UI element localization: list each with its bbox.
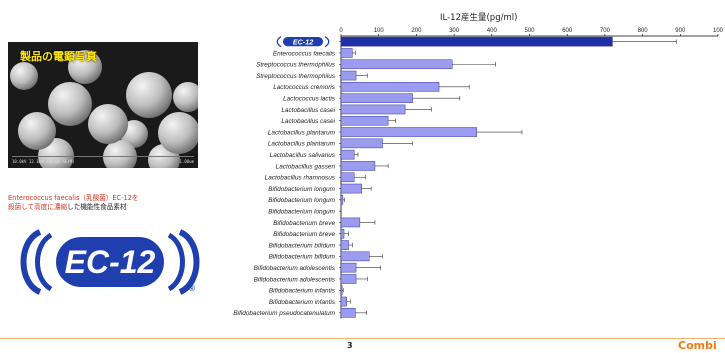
category-label: Bifidobacterium bifidum — [269, 242, 336, 249]
bar — [340, 183, 362, 194]
category-label: Streptococcus thermophilus — [256, 62, 336, 69]
category-label: Bifidobacterium infantis — [269, 288, 336, 295]
bar — [340, 93, 413, 103]
logo-text: EC-12 — [65, 244, 156, 280]
chart-title: IL-12産生量(pg/ml) — [440, 13, 518, 23]
electron-micrograph-photo: 製品の電顕写真 10.0kV 12.1mm x20.0k SE(M) 1.00u… — [8, 42, 198, 168]
x-tick-label: 100 — [713, 28, 724, 34]
x-tick-label: 800 — [638, 28, 649, 34]
x-tick-label: 500 — [524, 28, 535, 34]
page-number: 3 — [347, 341, 353, 350]
bar — [340, 195, 344, 205]
bacteria-sphere — [103, 140, 137, 168]
category-label: Bifidobacterium breve — [273, 231, 335, 238]
bacteria-sphere — [158, 112, 198, 154]
photo-scale-bar: 10.0kV 12.1mm x20.0k SE(M) 1.00um — [12, 156, 194, 165]
product-description: Enterococcus faecalis（乳酸菌）EC-12を 殺菌して高度に… — [8, 194, 208, 212]
bar — [340, 115, 389, 126]
bar — [340, 48, 353, 58]
bacteria-sphere — [126, 72, 172, 118]
category-label: Bifidobacterium pseudocatenulatum — [233, 310, 335, 317]
ec12-logo: EC-12 — [20, 229, 200, 295]
bacteria-sphere — [48, 82, 92, 126]
category-label: Enterococcus faecalis — [273, 50, 336, 57]
x-tick-label: 0 — [339, 28, 343, 34]
bacteria-sphere — [173, 82, 198, 112]
brand-name: Combi — [678, 339, 717, 352]
x-tick-label: 400 — [487, 28, 498, 34]
x-tick-label: 700 — [600, 28, 611, 34]
x-tick-label: 600 — [562, 28, 573, 34]
bar — [340, 104, 406, 115]
bar — [340, 149, 355, 160]
bar — [340, 228, 345, 239]
category-label: Lactococcus cremoris — [273, 84, 336, 91]
category-label: Lactobacillus gasseri — [276, 163, 336, 170]
category-label: Bifidobacterium breve — [273, 220, 335, 227]
description-line-2-red: 殺菌して高度に濃縮 — [8, 203, 68, 211]
bar — [340, 308, 356, 318]
ec12-badge — [283, 37, 323, 47]
category-label: Bifidobacterium infantis — [269, 299, 336, 306]
bar — [340, 262, 357, 273]
bar — [340, 36, 613, 47]
bar — [340, 240, 349, 250]
bacteria-sphere — [18, 112, 56, 150]
bacteria-sphere — [88, 104, 128, 144]
description-line-2-dark: した機能性食品素材 — [67, 203, 127, 211]
bacteria-sphere — [68, 50, 102, 84]
category-label: Bifidobacterium longum — [268, 186, 335, 193]
category-label: Bifidobacterium longum — [268, 208, 335, 215]
category-label: Lactobacillus casei — [281, 107, 335, 114]
category-label: Bifidobacterium adolescentis — [254, 265, 336, 272]
bar — [340, 161, 376, 171]
category-label: Bifidobacterium bifidum — [269, 254, 336, 261]
category-label: Bifidobacterium longum — [268, 197, 335, 204]
category-label: Lactobacillus plantarum — [268, 141, 336, 148]
photo-scale-right: 1.00um — [179, 158, 194, 164]
category-label: Lactobacillus casei — [281, 118, 335, 125]
registered-mark: ® — [188, 284, 196, 293]
bar — [340, 59, 453, 70]
bar — [340, 217, 361, 228]
bar — [340, 274, 357, 284]
photo-label: 製品の電顕写真 — [20, 50, 97, 63]
bar — [340, 285, 343, 296]
x-tick-label: 200 — [411, 28, 422, 34]
category-label: Bifidobacterium adolescentis — [254, 276, 336, 283]
category-label: Lactobacillus plantarum — [268, 129, 336, 136]
bar — [340, 172, 355, 183]
x-tick-label: 900 — [675, 28, 686, 34]
bar — [340, 82, 440, 92]
bar — [340, 251, 370, 262]
x-tick-label: 300 — [449, 28, 460, 34]
bar — [340, 296, 347, 307]
category-label: Lactobacillus rhamnosus — [265, 175, 336, 182]
bar — [340, 127, 477, 137]
description-line-2: 殺菌して高度に濃縮した機能性食品素材 — [8, 203, 208, 212]
category-label: Streptococcus thermophilus — [256, 73, 336, 80]
description-line-1: Enterococcus faecalis（乳酸菌）EC-12を — [8, 194, 139, 202]
category-label: Lactobacillus salivarius — [270, 152, 336, 159]
bar — [340, 138, 383, 149]
x-tick-label: 100 — [374, 28, 385, 34]
bar — [340, 70, 357, 81]
category-label: EC-12 — [293, 37, 313, 46]
photo-scale-left: 10.0kV 12.1mm x20.0k SE(M) — [12, 158, 75, 164]
ec12-badge-bracket-left — [276, 36, 282, 48]
ec12-badge-bracket-right — [324, 36, 330, 48]
bacteria-sphere — [10, 62, 38, 90]
category-label: Lactococcus lactis — [283, 95, 336, 102]
footer-divider — [0, 338, 725, 339]
